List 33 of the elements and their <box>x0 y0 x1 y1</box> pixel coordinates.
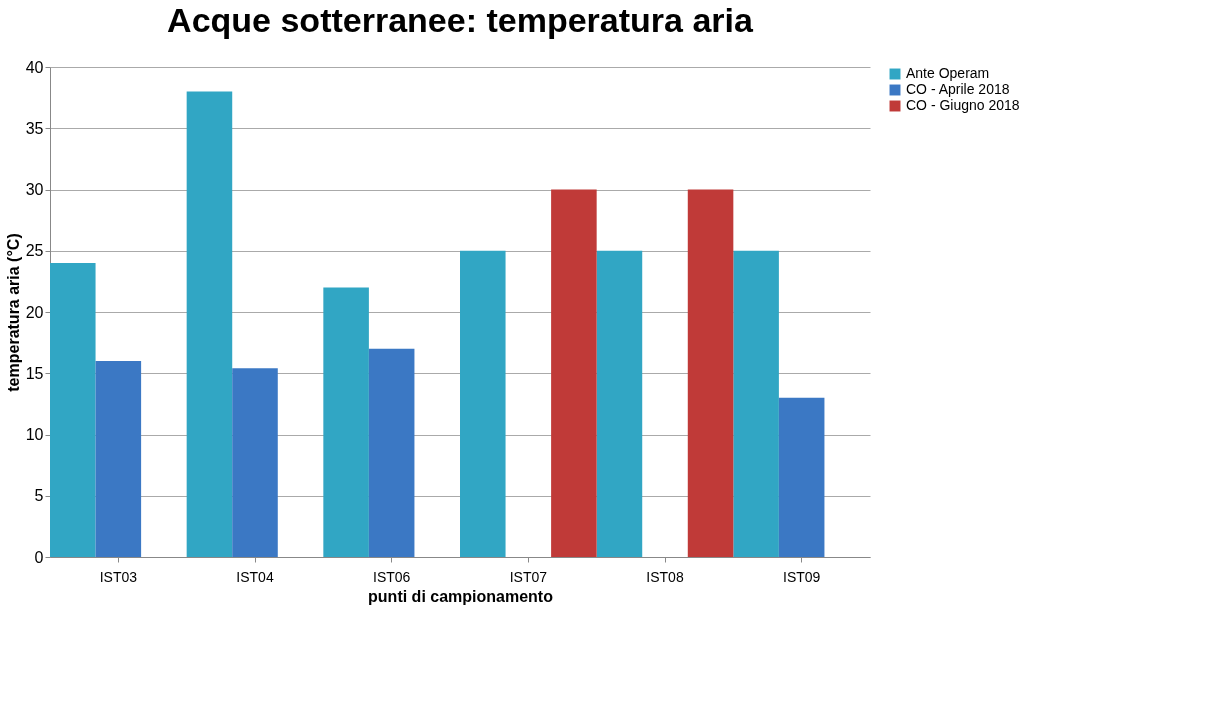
bar <box>687 189 734 557</box>
bar <box>551 189 597 557</box>
y-tick-label: 15 <box>25 364 44 382</box>
y-axis-title: temperatura aria (°C) <box>4 233 22 392</box>
y-tick-label: 0 <box>34 548 44 566</box>
bar <box>95 361 142 557</box>
bar <box>596 250 643 557</box>
x-tick-label: IST04 <box>236 568 274 585</box>
legend-label: CO - Giugno 2018 <box>906 97 1020 113</box>
x-tick-label: IST08 <box>646 568 684 585</box>
bar <box>733 250 779 557</box>
x-tick-label: IST06 <box>372 568 411 585</box>
bar <box>323 287 369 557</box>
x-tick-label: IST03 <box>99 568 138 585</box>
chart-title: Acque sotterranee: temperatura aria <box>167 1 754 39</box>
bar <box>50 263 96 557</box>
bar <box>460 250 506 557</box>
y-tick-label: 10 <box>25 426 44 443</box>
bar <box>778 397 825 557</box>
bar <box>186 91 233 557</box>
legend-label: Ante Operam <box>906 65 990 81</box>
x-tick-label: IST09 <box>782 568 821 585</box>
bar <box>232 368 278 557</box>
y-tick-label: 35 <box>25 119 44 137</box>
legend-label: CO - Aprile 2018 <box>906 81 1010 97</box>
y-tick-label: 30 <box>25 181 44 198</box>
y-tick-label: 25 <box>25 242 44 260</box>
bar <box>368 348 415 557</box>
y-tick-label: 5 <box>34 487 44 505</box>
y-tick-label: 40 <box>25 58 44 76</box>
x-tick-label: IST07 <box>509 568 548 585</box>
y-tick-label: 20 <box>25 303 44 321</box>
x-axis-title: punti di campionamento <box>368 587 554 605</box>
